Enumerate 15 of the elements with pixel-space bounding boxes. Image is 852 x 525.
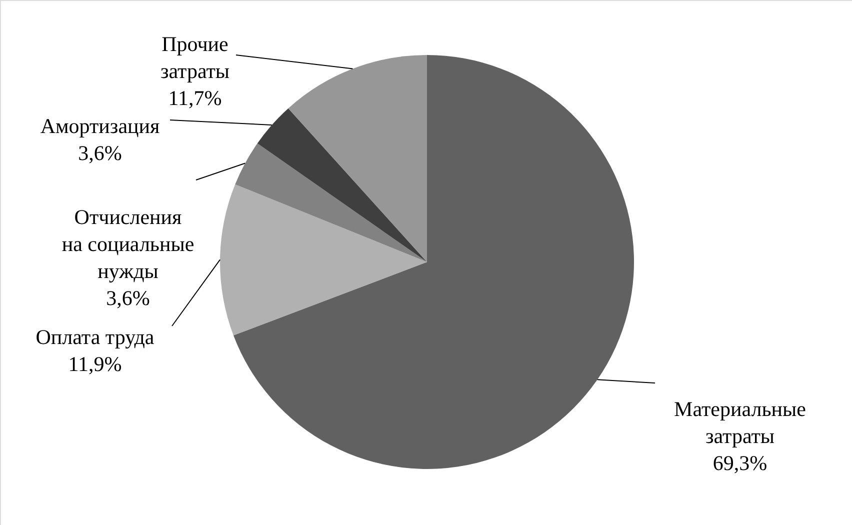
pie-slice xyxy=(235,143,427,262)
slice-label: Отчисления на социальные нужды xyxy=(62,205,194,283)
slice-label: Материальные затраты xyxy=(674,397,806,448)
pie-slice xyxy=(220,184,427,336)
data-label: 3,6% xyxy=(106,286,150,310)
pie-slice xyxy=(233,55,634,469)
data-label: 3,6% xyxy=(78,141,122,165)
pie-slice xyxy=(288,55,427,262)
data-label: 11,7% xyxy=(168,86,222,110)
data-label: 11,9% xyxy=(68,352,122,376)
pie-slice xyxy=(257,108,427,262)
data-label: 69,3% xyxy=(712,451,768,475)
slice-label: Оплата труда xyxy=(36,325,155,349)
slice-label: Амортизация xyxy=(40,114,160,138)
slice-label: Прочие затраты xyxy=(160,32,230,83)
